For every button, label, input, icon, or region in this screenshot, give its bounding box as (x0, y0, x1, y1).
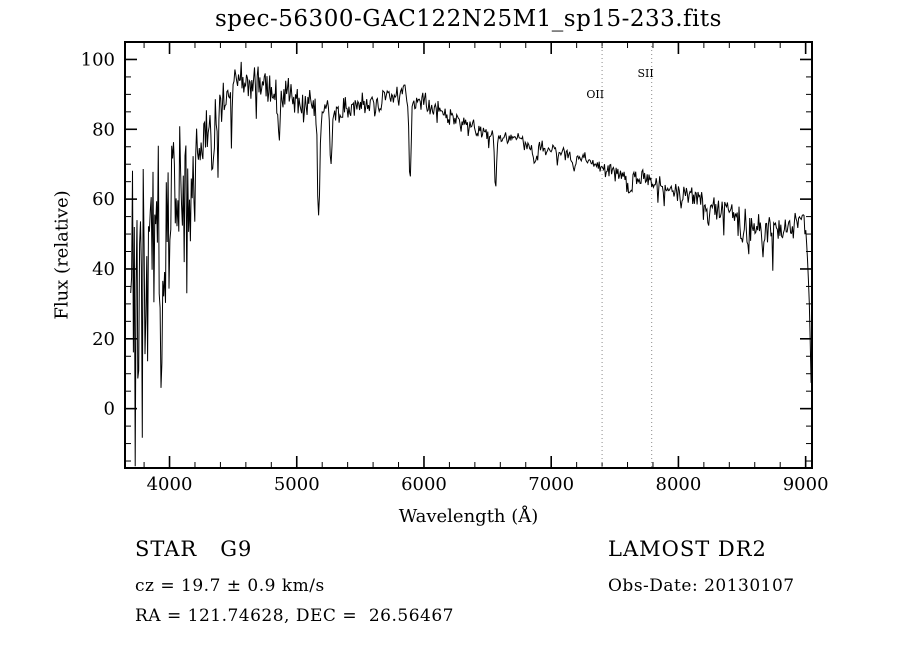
y-tick-label: 20 (92, 329, 115, 350)
plot-axes-box (124, 41, 813, 469)
obs-date-value: Obs-Date: 20130107 (608, 576, 795, 596)
x-tick-label: 4000 (147, 474, 193, 495)
y-tick-label: 0 (104, 399, 115, 420)
x-tick-label: 6000 (401, 474, 447, 495)
x-tick-label: 7000 (528, 474, 574, 495)
y-tick-label: 80 (92, 119, 115, 140)
y-tick-label: 40 (92, 259, 115, 280)
sii-label: SII (637, 67, 653, 80)
x-tick-label: 9000 (783, 474, 829, 495)
y-axis-label: Flux (relative) (51, 190, 73, 320)
object-class-label: STAR G9 (135, 537, 253, 561)
x-axis-label: Wavelength (Å) (398, 506, 539, 527)
page-title: spec-56300-GAC122N25M1_sp15-233.fits (215, 6, 722, 32)
y-tick-label: 60 (92, 189, 115, 210)
oii-label: OII (586, 88, 604, 101)
x-tick-label: 5000 (274, 474, 320, 495)
y-tick-label: 100 (81, 49, 115, 70)
survey-label: LAMOST DR2 (608, 537, 767, 561)
spectrum-trace (130, 61, 812, 467)
cz-value: cz = 19.7 ± 0.9 km/s (135, 576, 325, 596)
coordinates-value: RA = 121.74628, DEC = 26.56467 (135, 606, 454, 626)
x-tick-label: 8000 (656, 474, 702, 495)
